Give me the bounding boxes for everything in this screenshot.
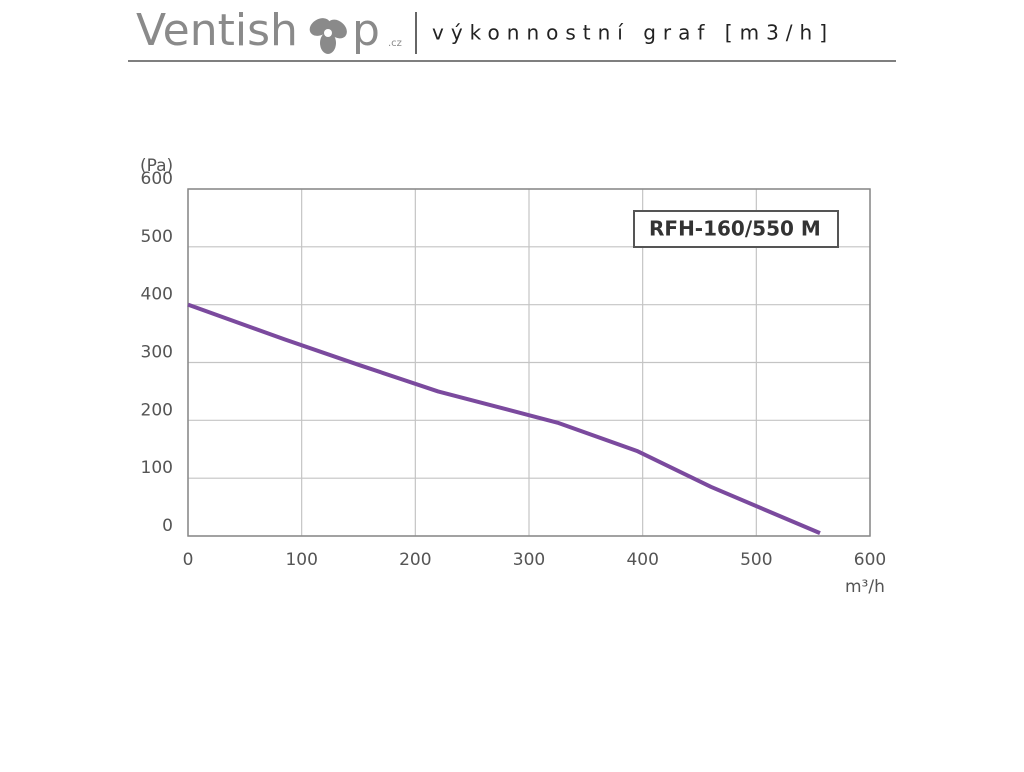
y-tick-label: 600 bbox=[141, 169, 173, 189]
legend-box bbox=[633, 210, 839, 248]
x-tick-label: 200 bbox=[399, 550, 431, 570]
y-axis-label: (Pa) bbox=[140, 156, 173, 176]
logo-fan bbox=[309, 18, 347, 54]
x-axis-label: m³/h bbox=[845, 577, 885, 597]
logo-domain: .cz bbox=[388, 38, 402, 49]
header-title: výkonnostní graf [m3/h] bbox=[432, 21, 834, 45]
y-tick-label: 400 bbox=[141, 285, 173, 305]
x-tick-label: 500 bbox=[740, 550, 772, 570]
y-tick-label: 100 bbox=[141, 458, 173, 478]
line-series bbox=[187, 302, 821, 535]
x-tick-label: 300 bbox=[513, 550, 545, 570]
x-tick-label: 100 bbox=[285, 550, 317, 570]
logo-text: Ventish bbox=[136, 5, 298, 56]
x-tick-label: 400 bbox=[626, 550, 658, 570]
legend-label: RFH-160/550 M bbox=[649, 217, 821, 241]
plot-frame bbox=[187, 188, 871, 537]
y-tick-label: 300 bbox=[141, 343, 173, 363]
logo-text: p bbox=[352, 5, 380, 56]
x-tick-label: 600 bbox=[854, 550, 886, 570]
y-tick-label: 500 bbox=[141, 227, 173, 247]
header: Ventish p .cz výkonnostní graf [m3/h] bbox=[128, 5, 896, 62]
y-tick-label: 0 bbox=[162, 516, 173, 536]
x-tick-label: 0 bbox=[183, 550, 194, 570]
y-tick-label: 200 bbox=[141, 400, 173, 420]
